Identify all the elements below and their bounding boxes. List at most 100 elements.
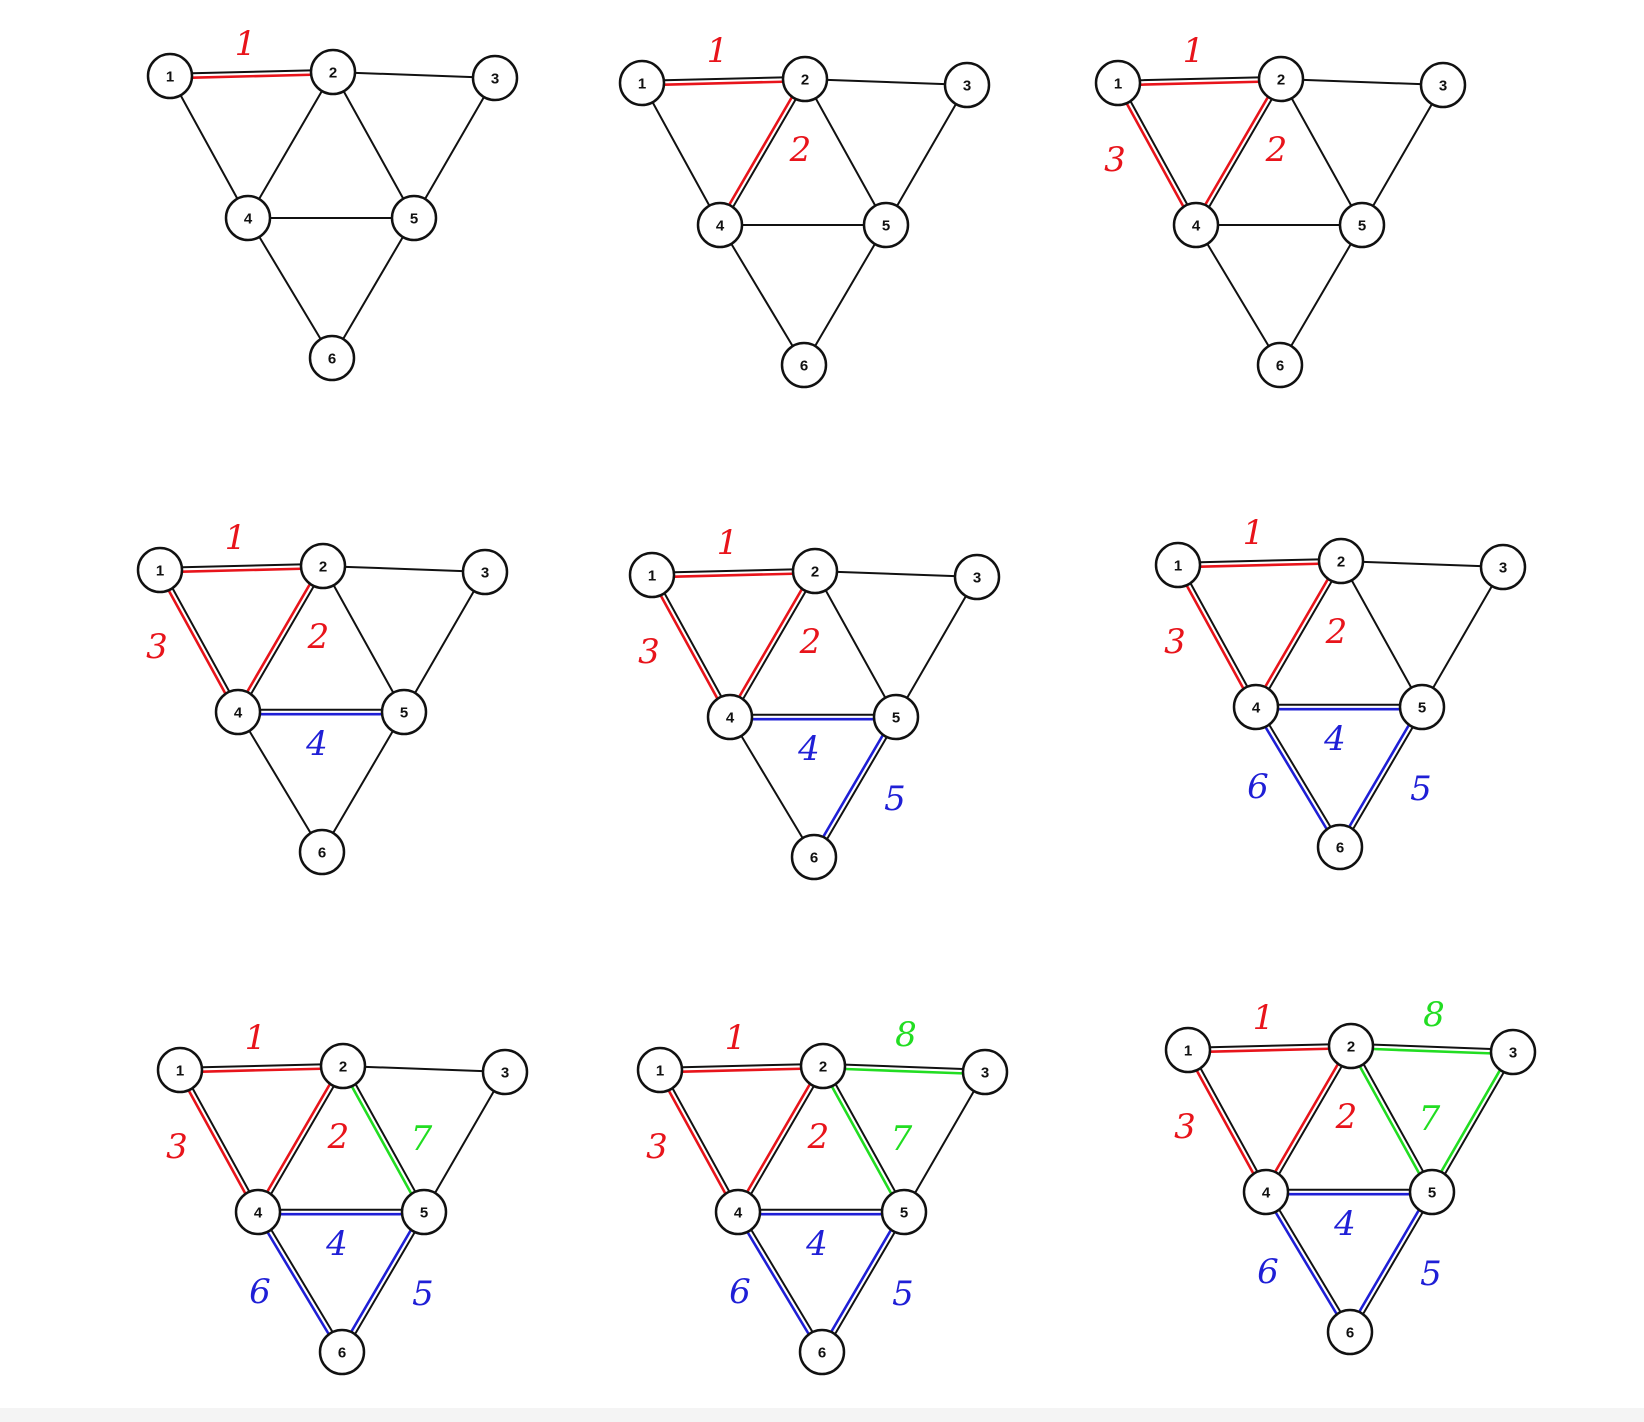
- edge-3-5: [1432, 585, 1493, 689]
- node-3: 3: [943, 61, 991, 109]
- edge-highlight-1-2: [662, 80, 785, 86]
- node-label: 2: [801, 72, 809, 89]
- node-circle: [953, 553, 1001, 601]
- edge-3-5: [434, 1090, 495, 1194]
- edge-highlight-5-6: [1357, 1208, 1421, 1314]
- panel-9: 1 2 3 4 5 6 7 8 1 2 3 4 5 6: [1164, 995, 1537, 1356]
- edge-1-2: [180, 563, 302, 569]
- edge-2-3: [1372, 1043, 1493, 1050]
- node-label: 5: [900, 1205, 908, 1222]
- edge-highlight-1-2: [672, 572, 795, 578]
- edge-4-6: [740, 734, 804, 840]
- edge-2-5: [824, 589, 887, 699]
- edge-2-3: [1361, 560, 1483, 568]
- node-3: 3: [1479, 543, 1527, 591]
- edge-highlight-2-4: [727, 95, 794, 207]
- node-label: 1: [156, 563, 164, 580]
- edge-5-6: [1362, 1211, 1424, 1316]
- edge-order-label: 3: [638, 632, 660, 672]
- node-2: 2: [1257, 55, 1305, 103]
- node-circle: [318, 1328, 366, 1376]
- panel-7: 1 2 3 4 5 6 7 1 2 3 4 5 6: [156, 1018, 529, 1376]
- edge-order-label: 6: [729, 1272, 751, 1312]
- edge-2-5: [814, 97, 877, 207]
- node-circle: [636, 1046, 684, 1094]
- edge-2-4: [1277, 1065, 1343, 1176]
- node-label: 2: [1337, 554, 1345, 571]
- edge-2-3: [343, 565, 465, 573]
- node-label: 3: [491, 71, 499, 88]
- edge-highlight-5-6: [821, 733, 885, 839]
- node-6: 6: [308, 334, 356, 382]
- edge-1-2: [662, 76, 784, 82]
- edge-1-4: [191, 1087, 251, 1193]
- node-4: 4: [214, 688, 262, 736]
- node-label: 2: [819, 1059, 827, 1076]
- node-circle: [1256, 341, 1304, 389]
- node-2: 2: [319, 1042, 367, 1090]
- bottom-strip: [0, 1408, 1644, 1422]
- node-circle: [1327, 1022, 1375, 1070]
- edge-highlight-2-4: [245, 582, 312, 694]
- node-label: 2: [1347, 1039, 1355, 1056]
- node-label: 2: [811, 564, 819, 581]
- edge-highlight-2-4: [1203, 95, 1270, 207]
- edge-order-label: 1: [235, 24, 257, 64]
- node-1: 1: [636, 1046, 684, 1094]
- edge-highlight-2-4: [1263, 577, 1330, 689]
- node-circle: [799, 1042, 847, 1090]
- edge-highlight-1-2: [1138, 80, 1261, 86]
- node-circle: [319, 1042, 367, 1090]
- node-circle: [390, 194, 438, 242]
- edge-order-label: 6: [1257, 1252, 1279, 1292]
- edge-order-label: 2: [807, 1117, 830, 1157]
- node-label: 2: [329, 65, 337, 82]
- edge-3-5: [424, 96, 485, 200]
- node-label: 3: [973, 570, 981, 587]
- node-5: 5: [1338, 201, 1386, 249]
- node-circle: [1316, 823, 1364, 871]
- edge-1-4: [651, 101, 711, 207]
- edge-order-label: 8: [1423, 995, 1445, 1035]
- edge-order-label: 4: [1323, 719, 1346, 759]
- node-circle: [781, 55, 829, 103]
- node-circle: [308, 334, 356, 382]
- edge-order-label: 3: [1174, 1107, 1196, 1147]
- node-circle: [234, 1188, 282, 1236]
- node-label: 2: [339, 1059, 347, 1076]
- edge-1-2: [1198, 558, 1320, 564]
- node-label: 1: [166, 69, 174, 86]
- edge-highlight-4-6: [1274, 1210, 1339, 1316]
- node-6: 6: [298, 828, 346, 876]
- edge-highlight-2-3: [1371, 1047, 1493, 1055]
- panel-5: 1 2 3 4 5 1 2 3 4 5 6: [628, 523, 1001, 881]
- node-circle: [1317, 537, 1365, 585]
- edge-4-6: [248, 729, 312, 835]
- node-circle: [156, 1046, 204, 1094]
- edge-4-6: [1268, 723, 1332, 829]
- node-label: 4: [254, 1205, 263, 1222]
- node-circle: [1479, 543, 1527, 591]
- edge-order-label: 7: [891, 1119, 913, 1159]
- node-3: 3: [481, 1048, 529, 1096]
- edge-order-label: 3: [646, 1127, 668, 1167]
- edge-4-6: [750, 1228, 814, 1334]
- edge-2-4: [249, 585, 315, 696]
- node-6: 6: [798, 1328, 846, 1376]
- edge-2-3: [363, 1065, 485, 1073]
- edge-2-4: [258, 90, 323, 200]
- node-circle: [461, 548, 509, 596]
- edge-1-2: [1138, 76, 1260, 82]
- edge-order-label: 6: [1247, 767, 1269, 807]
- node-label: 4: [716, 218, 725, 235]
- node-circle: [1164, 1026, 1212, 1074]
- node-label: 3: [963, 78, 971, 95]
- edge-order-label: 4: [797, 729, 820, 769]
- edge-order-label: 3: [1104, 140, 1126, 180]
- edge-4-6: [1278, 1208, 1342, 1314]
- node-3: 3: [953, 553, 1001, 601]
- edge-highlight-1-2: [190, 73, 313, 79]
- edge-highlight-1-2: [1198, 562, 1321, 568]
- node-5: 5: [872, 693, 920, 741]
- edge-highlight-5-6: [1347, 723, 1411, 829]
